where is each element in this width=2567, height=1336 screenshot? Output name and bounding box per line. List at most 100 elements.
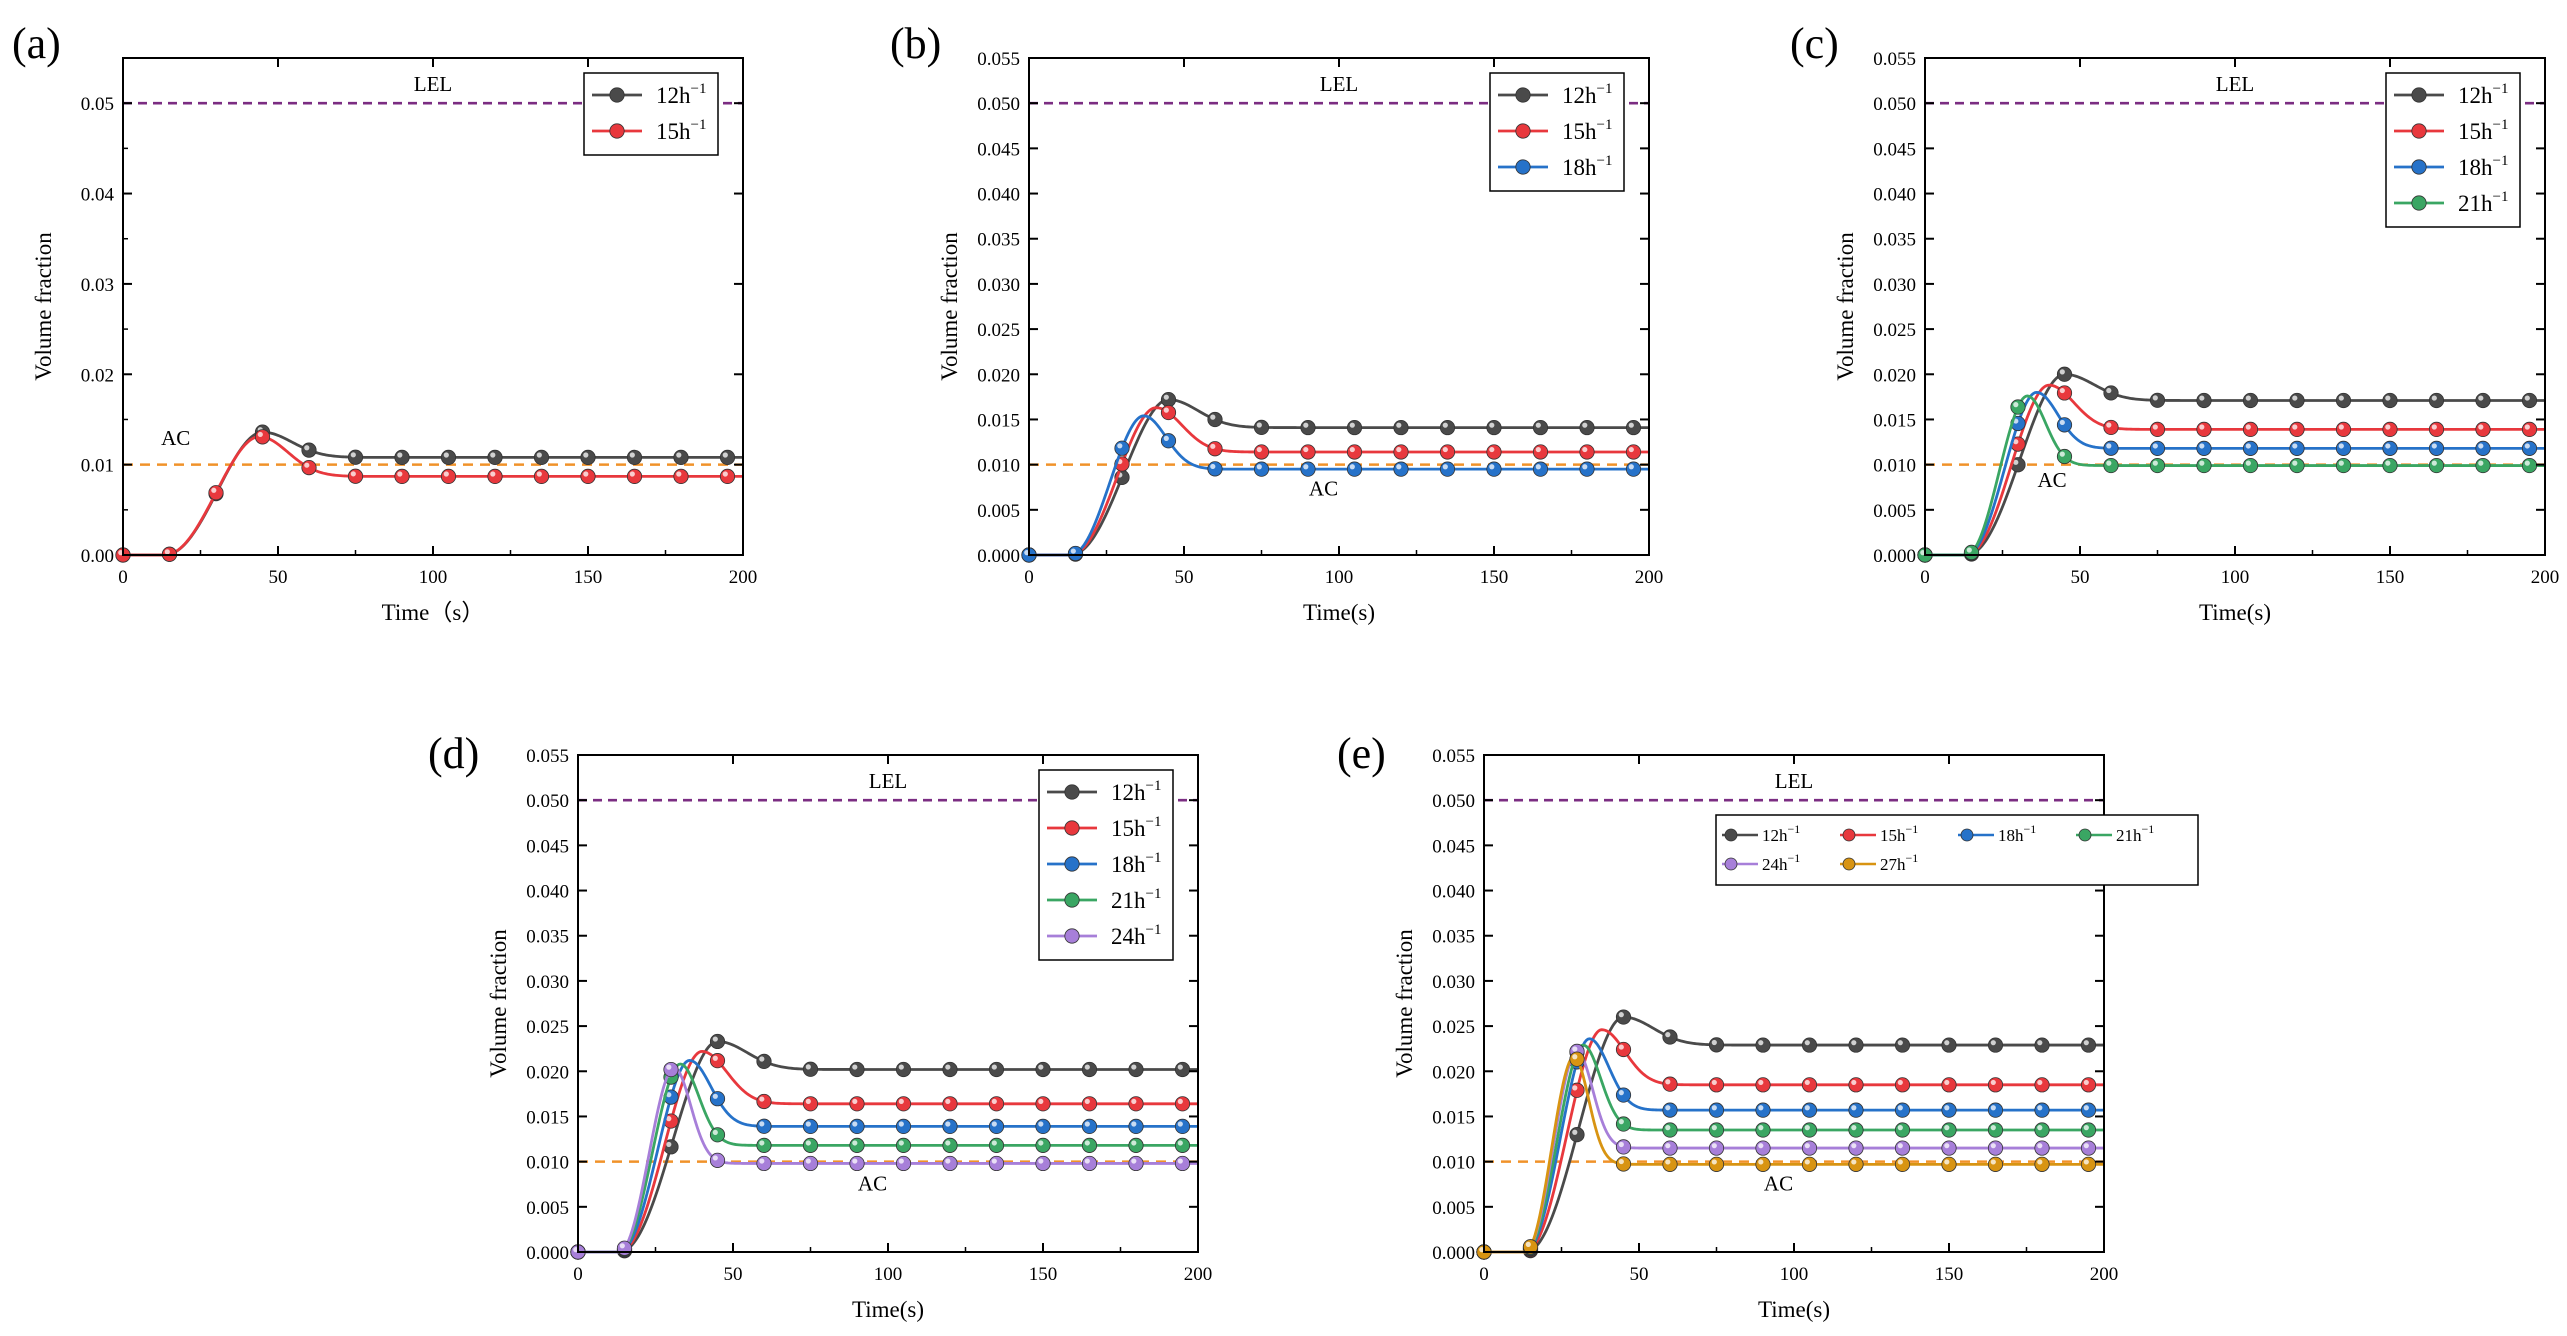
legend-entry-sup: −1 — [1146, 922, 1162, 938]
data-point — [1662, 1102, 1678, 1118]
data-point — [394, 468, 410, 484]
y-tick-label: 0.045 — [526, 836, 569, 857]
data-point-highlight — [1758, 1125, 1764, 1131]
data-point-highlight — [2106, 443, 2112, 449]
data-point-highlight — [1163, 407, 1169, 413]
data-point — [1801, 1037, 1818, 1053]
panel-a: (a) LEL AC 0 50 100 150 200 0.00 0.01 0.02 0.03 0.04… — [12, 19, 757, 625]
x-tick-label: 200 — [2090, 1264, 2119, 1285]
panel-d: (d) LEL AC 0 50 100 150 200 0.000 0.005 0.010 0.015… — [428, 729, 1212, 1322]
legend-box — [583, 72, 719, 156]
data-point — [1625, 419, 1642, 436]
data-point-highlight — [2037, 1125, 2043, 1131]
panel-label: (c) — [1790, 19, 1839, 68]
data-point — [1128, 1096, 1144, 1112]
y-tick-label: 0.035 — [1873, 230, 1916, 251]
data-point — [1708, 1122, 1725, 1138]
data-point-highlight — [1851, 1143, 1857, 1149]
data-point — [1128, 1155, 1144, 1172]
data-point — [616, 1240, 633, 1256]
data-point — [1207, 461, 1223, 477]
data-point-highlight — [1442, 422, 1448, 428]
data-point — [1801, 1077, 1818, 1093]
series-18h — [570, 1059, 1198, 1260]
panel-label: (b) — [890, 19, 941, 68]
data-point-highlight — [805, 1140, 811, 1146]
legend-swatch-marker — [2411, 123, 2427, 139]
legend-entry-sup: −1 — [1597, 81, 1613, 97]
data-point — [1035, 1096, 1051, 1112]
data-point-highlight — [1535, 464, 1541, 470]
data-point — [895, 1118, 912, 1134]
legend-swatch-marker — [1515, 123, 1531, 139]
data-point-highlight — [1256, 446, 1262, 453]
data-point-highlight — [2059, 369, 2065, 375]
series-18h — [1917, 390, 2545, 563]
data-point — [2521, 457, 2538, 474]
legend-entry-sup: −1 — [2493, 117, 2509, 133]
legend-entry-name: 21h — [2116, 826, 2142, 845]
data-point — [1253, 461, 1270, 477]
data-point — [1439, 461, 1456, 477]
data-point — [1848, 1037, 1864, 1053]
legend-entry-sup: −1 — [1788, 822, 1801, 836]
data-point-highlight — [1851, 1079, 1857, 1086]
legend-entry-name: 15h — [1111, 816, 1146, 841]
data-point — [1035, 1061, 1051, 1078]
ac-label: AC — [1309, 476, 1338, 500]
series-15h — [115, 429, 743, 563]
data-point — [663, 1061, 679, 1078]
data-point-highlight — [2292, 460, 2298, 466]
data-point-highlight — [898, 1064, 904, 1070]
y-tick-label: 0.02 — [81, 365, 114, 386]
data-point-highlight — [2478, 395, 2484, 401]
data-point-highlight — [490, 471, 496, 477]
data-point — [1894, 1122, 1911, 1138]
data-point — [208, 485, 224, 501]
y-tick-label: 0.035 — [526, 927, 569, 948]
y-tick-label: 0.04 — [81, 185, 115, 206]
data-point-highlight — [1618, 1044, 1624, 1050]
data-point — [254, 429, 271, 445]
data-point — [1207, 441, 1223, 457]
data-point-highlight — [2292, 395, 2298, 401]
data-point-highlight — [443, 471, 449, 477]
series-line — [1029, 414, 1649, 557]
data-point-highlight — [1038, 1064, 1044, 1070]
legend-entry-sup: −1 — [1146, 778, 1162, 794]
data-point — [394, 449, 410, 466]
data-point-highlight — [1210, 443, 1216, 449]
data-point — [849, 1061, 865, 1078]
legend-entry: 12h−1 — [1111, 778, 1161, 805]
data-point — [1708, 1037, 1725, 1053]
panel-b: (b) LEL AC 0 50 100 150 200 0.000 0.005 0.010 0.015… — [890, 19, 1663, 625]
legend-swatch-marker — [2411, 195, 2427, 211]
legend-box — [2385, 72, 2521, 228]
data-point — [1848, 1156, 1864, 1172]
x-axis-label: Time(s) — [1303, 600, 1375, 625]
data-point-highlight — [1990, 1040, 1996, 1046]
data-point-highlight — [1618, 1012, 1624, 1018]
data-point — [1300, 444, 1316, 460]
data-point — [1160, 404, 1177, 421]
data-point-highlight — [2338, 460, 2344, 466]
data-point — [1755, 1077, 1771, 1093]
data-point — [347, 468, 364, 484]
data-point — [1662, 1140, 1678, 1156]
data-point-highlight — [1572, 1129, 1578, 1135]
data-point — [1081, 1061, 1098, 1078]
data-point-highlight — [397, 471, 403, 477]
data-point-highlight — [712, 1055, 718, 1061]
data-point-highlight — [1582, 464, 1588, 470]
ac-label: AC — [858, 1172, 887, 1196]
x-tick-label: 100 — [1780, 1264, 1809, 1285]
y-tick-label: 0.05 — [81, 94, 114, 115]
legend-entry-sup: −1 — [2493, 81, 2509, 97]
data-point — [895, 1096, 912, 1112]
legend-swatch-marker — [1515, 159, 1531, 175]
data-point-highlight — [2152, 424, 2158, 430]
data-point — [1579, 419, 1595, 436]
data-point — [709, 1091, 726, 1107]
data-point-highlight — [852, 1064, 858, 1070]
data-point — [301, 460, 317, 476]
